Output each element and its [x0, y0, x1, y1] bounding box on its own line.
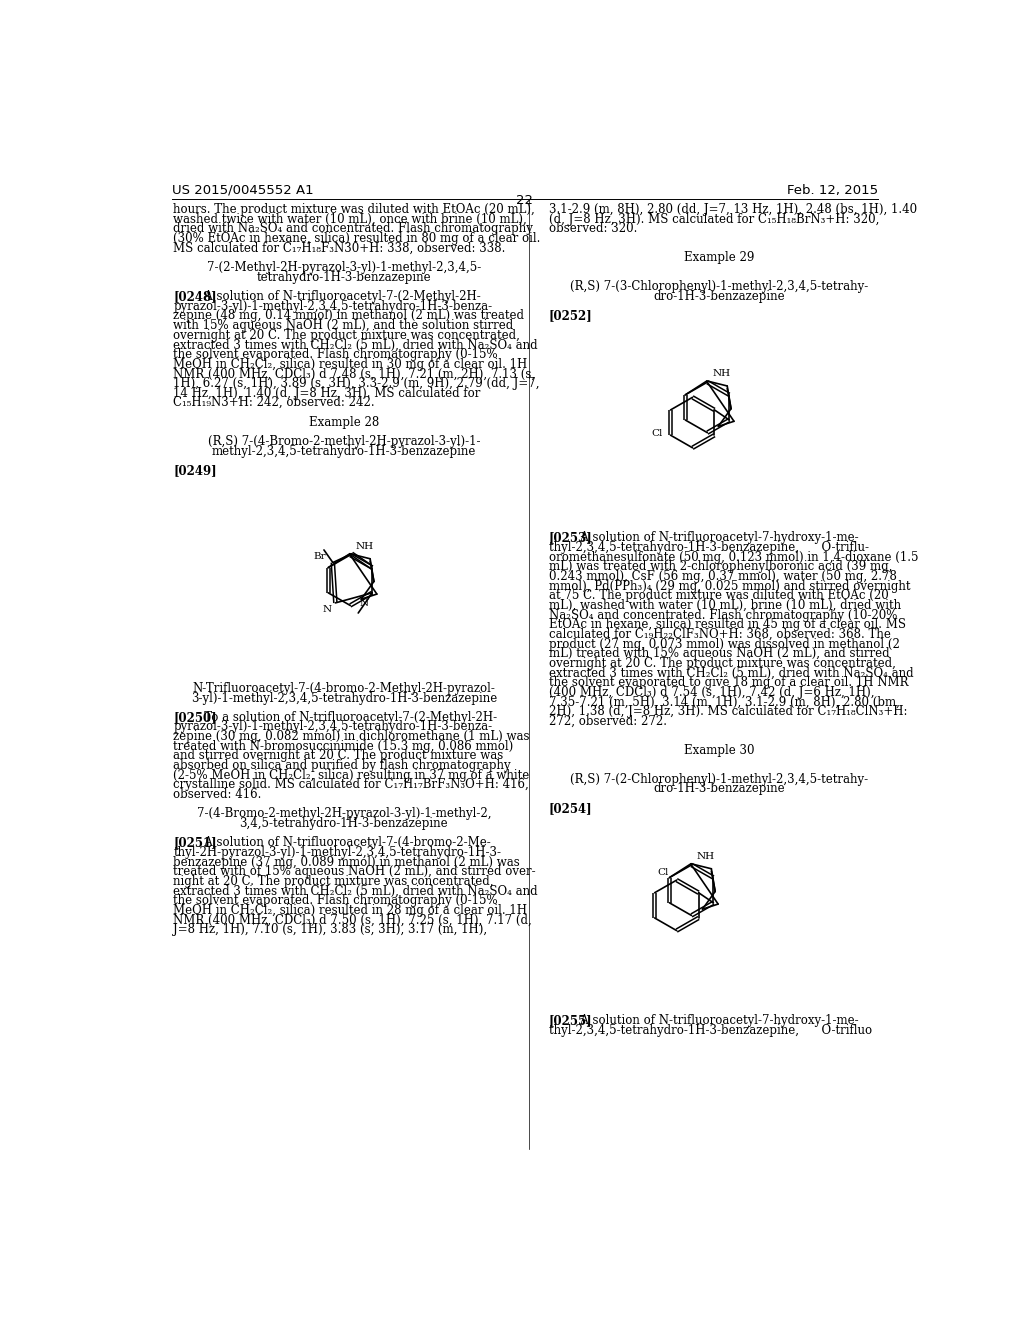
Text: 1H), 6.27 (s, 1H), 3.89 (s, 3H), 3.3-2.9 (m, 9H), 2.79 (dd, J=7,: 1H), 6.27 (s, 1H), 3.89 (s, 3H), 3.3-2.9…: [173, 378, 540, 389]
Text: product (27 mg, 0.073 mmol) was dissolved in methanol (2: product (27 mg, 0.073 mmol) was dissolve…: [549, 638, 899, 651]
Text: night at 20 C. The product mixture was concentrated,: night at 20 C. The product mixture was c…: [173, 875, 494, 888]
Text: and stirred overnight at 20 C. The product mixture was: and stirred overnight at 20 C. The produ…: [173, 750, 504, 763]
Text: (400 MHz, CDCl₃) d 7.54 (s, 1H), 7.42 (d, J=6 Hz, 1H),: (400 MHz, CDCl₃) d 7.54 (s, 1H), 7.42 (d…: [549, 686, 874, 698]
Text: [0255]: [0255]: [549, 1014, 592, 1027]
Text: A solution of N-trifluoroacetyl-7-(2-Methyl-2H-: A solution of N-trifluoroacetyl-7-(2-Met…: [194, 290, 481, 304]
Text: 3,4,5-tetrahydro-1H-3-benzazepine: 3,4,5-tetrahydro-1H-3-benzazepine: [240, 817, 449, 830]
Text: NH: NH: [355, 541, 374, 550]
Text: thyl-2,3,4,5-tetrahydro-1H-3-benzazepine,      O-triflu-: thyl-2,3,4,5-tetrahydro-1H-3-benzazepine…: [549, 541, 868, 554]
Text: washed twice with water (10 mL), once with brine (10 mL),: washed twice with water (10 mL), once wi…: [173, 213, 527, 226]
Text: 7-(2-Methyl-2H-pyrazol-3-yl)-1-methyl-2,3,4,5-: 7-(2-Methyl-2H-pyrazol-3-yl)-1-methyl-2,…: [207, 261, 481, 275]
Text: (R,S) 7-(2-Chlorophenyl)-1-methyl-2,3,4,5-tetrahy-: (R,S) 7-(2-Chlorophenyl)-1-methyl-2,3,4,…: [570, 772, 868, 785]
Text: with 15% aqueous NaOH (2 mL), and the solution stirred: with 15% aqueous NaOH (2 mL), and the so…: [173, 319, 513, 333]
Text: observed: 416.: observed: 416.: [173, 788, 261, 801]
Text: (R,S) 7-(4-Bromo-2-methyl-2H-pyrazol-3-yl)-1-: (R,S) 7-(4-Bromo-2-methyl-2H-pyrazol-3-y…: [208, 434, 480, 447]
Text: mmol), Pd(PPh₃)₄ (29 mg, 0.025 mmol) and stirred overnight: mmol), Pd(PPh₃)₄ (29 mg, 0.025 mmol) and…: [549, 579, 910, 593]
Text: MeOH in CH₂Cl₂, silica) resulted in 30 mg of a clear oil. 1H: MeOH in CH₂Cl₂, silica) resulted in 30 m…: [173, 358, 527, 371]
Text: Cl: Cl: [651, 429, 663, 438]
Text: A solution of N-trifluoroacetyl-7-hydroxy-1-me-: A solution of N-trifluoroacetyl-7-hydrox…: [568, 532, 858, 544]
Text: the solvent evaporated. Flash chromatography (0-15%: the solvent evaporated. Flash chromatogr…: [173, 348, 498, 360]
Text: N: N: [323, 605, 332, 614]
Text: pyrazol-3-yl)-1-methyl-2,3,4,5-tetrahydro-1H-3-benza-: pyrazol-3-yl)-1-methyl-2,3,4,5-tetrahydr…: [173, 721, 493, 734]
Text: A solution of N-trifluoroacetyl-7-hydroxy-1-me-: A solution of N-trifluoroacetyl-7-hydrox…: [568, 1014, 858, 1027]
Text: extracted 3 times with CH₂Cl₂ (5 mL), dried with Na₂SO₄ and: extracted 3 times with CH₂Cl₂ (5 mL), dr…: [173, 884, 538, 898]
Text: Cl: Cl: [657, 869, 669, 876]
Text: [0252]: [0252]: [549, 309, 592, 322]
Text: Example 29: Example 29: [684, 251, 755, 264]
Text: 22: 22: [516, 194, 534, 207]
Text: MeOH in CH₂Cl₂, silica) resulted in 28 mg of a clear oil. 1H: MeOH in CH₂Cl₂, silica) resulted in 28 m…: [173, 904, 527, 917]
Text: tetrahydro-1H-3-benzazepine: tetrahydro-1H-3-benzazepine: [257, 271, 431, 284]
Text: [0249]: [0249]: [173, 463, 217, 477]
Text: (30% EtOAc in hexane, silica) resulted in 80 mg of a clear oil.: (30% EtOAc in hexane, silica) resulted i…: [173, 232, 541, 246]
Text: J=8 Hz, 1H), 7.10 (s, 1H), 3.83 (s, 3H), 3.17 (m, 1H),: J=8 Hz, 1H), 7.10 (s, 1H), 3.83 (s, 3H),…: [173, 923, 487, 936]
Text: [0248]: [0248]: [173, 290, 217, 304]
Text: [0250]: [0250]: [173, 710, 217, 723]
Text: observed: 320.: observed: 320.: [549, 223, 637, 235]
Text: benzazepine (37 mg, 0.089 mmol) in methanol (2 mL) was: benzazepine (37 mg, 0.089 mmol) in metha…: [173, 855, 520, 869]
Text: dro-1H-3-benzazepine: dro-1H-3-benzazepine: [653, 290, 785, 304]
Text: mL) treated with 15% aqueous NaOH (2 mL), and stirred: mL) treated with 15% aqueous NaOH (2 mL)…: [549, 647, 889, 660]
Text: (2-5% MeOH in CH₂Cl₂, silica) resulting in 37 mg of a white: (2-5% MeOH in CH₂Cl₂, silica) resulting …: [173, 768, 529, 781]
Text: thyl-2,3,4,5-tetrahydro-1H-3-benzazepine,      O-trifluo: thyl-2,3,4,5-tetrahydro-1H-3-benzazepine…: [549, 1024, 871, 1038]
Text: the solvent evaporated to give 18 mg of a clear oil. 1H NMR: the solvent evaporated to give 18 mg of …: [549, 676, 908, 689]
Text: absorbed on silica and purified by flash chromatography: absorbed on silica and purified by flash…: [173, 759, 511, 772]
Text: overnight at 20 C. The product mixture was concentrated,: overnight at 20 C. The product mixture w…: [549, 657, 895, 671]
Text: (R,S) 7-(3-Chlorophenyl)-1-methyl-2,3,4,5-tetrahy-: (R,S) 7-(3-Chlorophenyl)-1-methyl-2,3,4,…: [570, 280, 868, 293]
Text: 0.243 mmol), CsF (56 mg, 0.37 mmol), water (50 mg, 2.78: 0.243 mmol), CsF (56 mg, 0.37 mmol), wat…: [549, 570, 896, 583]
Text: Feb. 12, 2015: Feb. 12, 2015: [786, 183, 878, 197]
Text: 272, observed: 272.: 272, observed: 272.: [549, 715, 667, 727]
Text: [0254]: [0254]: [549, 801, 592, 814]
Text: calculated for C₁₉H₂₂ClF₃NO+H: 368, observed: 368. The: calculated for C₁₉H₂₂ClF₃NO+H: 368, obse…: [549, 628, 891, 642]
Text: extracted 3 times with CH₂Cl₂ (5 mL), dried with Na₂SO₄ and: extracted 3 times with CH₂Cl₂ (5 mL), dr…: [549, 667, 913, 680]
Text: Example 30: Example 30: [684, 744, 755, 756]
Text: thyl-2H-pyrazol-3-yl)-1-methyl-2,3,4,5-tetrahydro-1H-3-: thyl-2H-pyrazol-3-yl)-1-methyl-2,3,4,5-t…: [173, 846, 501, 859]
Text: overnight at 20 C. The product mixture was concentrated,: overnight at 20 C. The product mixture w…: [173, 329, 520, 342]
Text: N: N: [359, 599, 369, 609]
Text: A solution of N-trifluoroacetyl-7-(4-bromo-2-Me-: A solution of N-trifluoroacetyl-7-(4-bro…: [194, 837, 490, 849]
Text: 7-(4-Bromo-2-methyl-2H-pyrazol-3-yl)-1-methyl-2,: 7-(4-Bromo-2-methyl-2H-pyrazol-3-yl)-1-m…: [197, 808, 492, 820]
Text: NH: NH: [696, 851, 715, 861]
Text: To a solution of N-trifluoroacetyl-7-(2-Methyl-2H-: To a solution of N-trifluoroacetyl-7-(2-…: [194, 710, 498, 723]
Text: dro-1H-3-benzazepine: dro-1H-3-benzazepine: [653, 783, 785, 796]
Text: US 2015/0045552 A1: US 2015/0045552 A1: [172, 183, 313, 197]
Text: (d, J=8 Hz, 3H). MS calculated for C₁₅H₁₈BrN₃+H: 320,: (d, J=8 Hz, 3H). MS calculated for C₁₅H₁…: [549, 213, 879, 226]
Text: Br: Br: [314, 552, 327, 561]
Text: at 75 C. The product mixture was diluted with EtOAc (20: at 75 C. The product mixture was diluted…: [549, 589, 889, 602]
Text: EtOAc in hexane, silica) resulted in 45 mg of a clear oil. MS: EtOAc in hexane, silica) resulted in 45 …: [549, 618, 905, 631]
Text: hours. The product mixture was diluted with EtOAc (20 mL),: hours. The product mixture was diluted w…: [173, 203, 535, 216]
Text: mL) was treated with 2-chlorophenylboronic acid (39 mg,: mL) was treated with 2-chlorophenylboron…: [549, 561, 892, 573]
Text: Na₂SO₄ and concentrated. Flash chromatography (10-20%: Na₂SO₄ and concentrated. Flash chromatog…: [549, 609, 897, 622]
Text: dried with Na₂SO₄ and concentrated. Flash chromatography: dried with Na₂SO₄ and concentrated. Flas…: [173, 223, 534, 235]
Text: 7.35-7.21 (m, 5H), 3.14 (m, 1H), 3.1-2.9 (m, 8H), 2.80 (bm,: 7.35-7.21 (m, 5H), 3.14 (m, 1H), 3.1-2.9…: [549, 696, 899, 709]
Text: methyl-2,3,4,5-tetrahydro-1H-3-benzazepine: methyl-2,3,4,5-tetrahydro-1H-3-benzazepi…: [212, 445, 476, 458]
Text: mL), washed with water (10 mL), brine (10 mL), dried with: mL), washed with water (10 mL), brine (1…: [549, 599, 901, 612]
Text: N-Trifluoroacetyl-7-(4-bromo-2-Methyl-2H-pyrazol-: N-Trifluoroacetyl-7-(4-bromo-2-Methyl-2H…: [193, 682, 496, 694]
Text: NMR (400 MHz, CDCl₃) d 7.48 (s, 1H), 7.21 (m, 2H), 7.13 (s,: NMR (400 MHz, CDCl₃) d 7.48 (s, 1H), 7.2…: [173, 367, 536, 380]
Text: oromethanesulfonate (50 mg, 0.123 mmol) in 1,4-dioxane (1.5: oromethanesulfonate (50 mg, 0.123 mmol) …: [549, 550, 919, 564]
Text: the solvent evaporated. Flash chromatography (0-15%: the solvent evaporated. Flash chromatogr…: [173, 894, 498, 907]
Text: [0253]: [0253]: [549, 532, 592, 544]
Text: NMR (400 MHz, CDCl₃) d 7.50 (s, 1H), 7.25 (s, 1H), 7.17 (d,: NMR (400 MHz, CDCl₃) d 7.50 (s, 1H), 7.2…: [173, 913, 532, 927]
Text: C₁₅H₁₉N3+H: 242, observed: 242.: C₁₅H₁₉N3+H: 242, observed: 242.: [173, 396, 375, 409]
Text: 3.1-2.9 (m, 8H), 2.80 (dd, J=7, 13 Hz, 1H), 2.48 (bs, 1H), 1.40: 3.1-2.9 (m, 8H), 2.80 (dd, J=7, 13 Hz, 1…: [549, 203, 916, 216]
Text: pyrazol-3-yl)-1-methyl-2,3,4,5-tetrahydro-1H-3-benza-: pyrazol-3-yl)-1-methyl-2,3,4,5-tetrahydr…: [173, 300, 493, 313]
Text: Example 28: Example 28: [308, 416, 379, 429]
Text: [0251]: [0251]: [173, 837, 217, 849]
Text: 14 Hz, 1H), 1.40 (d, J=8 Hz, 3H). MS calculated for: 14 Hz, 1H), 1.40 (d, J=8 Hz, 3H). MS cal…: [173, 387, 480, 400]
Text: crystalline solid. MS calculated for C₁₇H₁₇BrF₃N₃O+H: 416,: crystalline solid. MS calculated for C₁₇…: [173, 779, 529, 792]
Text: extracted 3 times with CH₂Cl₂ (5 mL), dried with Na₂SO₄ and: extracted 3 times with CH₂Cl₂ (5 mL), dr…: [173, 338, 538, 351]
Text: zepine (48 mg, 0.14 mmol) in methanol (2 mL) was treated: zepine (48 mg, 0.14 mmol) in methanol (2…: [173, 309, 524, 322]
Text: NH: NH: [713, 368, 730, 378]
Text: MS calculated for C₁₇H₁₈F₃N30+H: 338, observed: 338.: MS calculated for C₁₇H₁₈F₃N30+H: 338, ob…: [173, 242, 506, 255]
Text: 3-yl)-1-methyl-2,3,4,5-tetrahydro-1H-3-benzazepine: 3-yl)-1-methyl-2,3,4,5-tetrahydro-1H-3-b…: [190, 692, 497, 705]
Text: zepine (30 mg, 0.082 mmol) in dichloromethane (1 mL) was: zepine (30 mg, 0.082 mmol) in dichlorome…: [173, 730, 529, 743]
Text: treated with N-bromosuccinimide (15.3 mg, 0.086 mmol): treated with N-bromosuccinimide (15.3 mg…: [173, 739, 513, 752]
Text: treated with of 15% aqueous NaOH (2 mL), and stirred over-: treated with of 15% aqueous NaOH (2 mL),…: [173, 866, 536, 878]
Text: 2H), 1.38 (d, J=8 Hz, 3H). MS calculated for C₁₇H₁₈ClN₃+H:: 2H), 1.38 (d, J=8 Hz, 3H). MS calculated…: [549, 705, 907, 718]
